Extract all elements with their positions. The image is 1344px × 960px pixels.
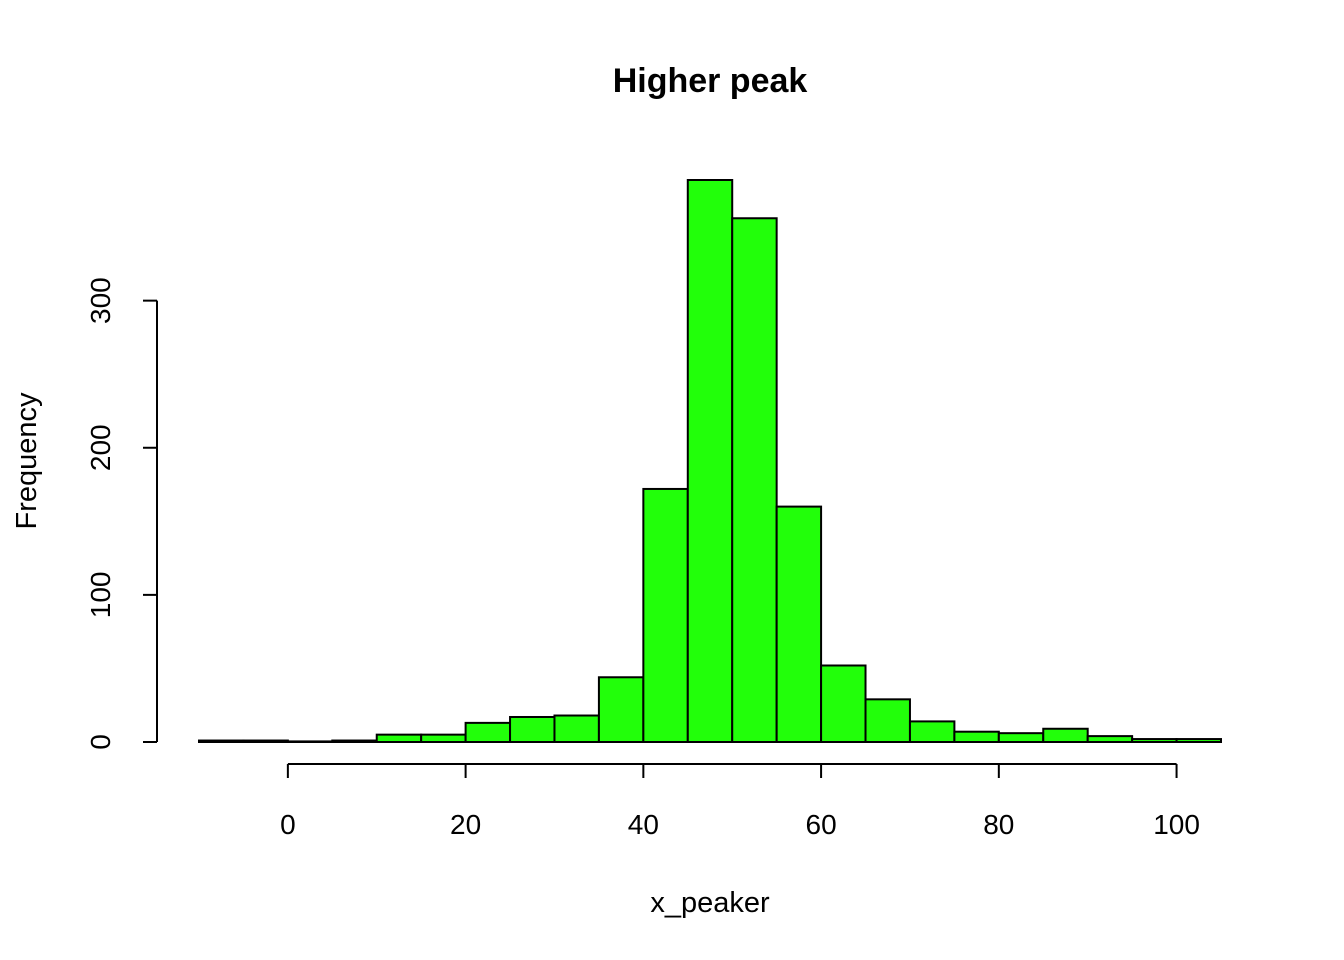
histogram-bar [1131,738,1178,744]
y-tick-label: 0 [85,734,116,750]
x-axis-label: x_peaker [650,887,770,919]
histogram-bar [908,720,956,743]
y-tick-label: 200 [85,424,116,471]
histogram-bar [597,676,645,744]
y-axis: 0 100 200 300 [85,277,158,750]
chart-title: Higher peak [613,62,808,100]
y-axis-label: Frequency [11,392,43,530]
histogram-bar [242,739,289,744]
histogram-bar [286,740,334,744]
histogram-bar [420,733,467,744]
y-tick-label: 300 [85,277,116,324]
x-tick-label: 100 [1153,809,1200,840]
histogram-bar [375,733,423,744]
x-tick-label: 60 [806,809,837,840]
x-tick-label: 0 [280,809,296,840]
histogram-bar [775,505,823,743]
histogram-bar [731,217,778,744]
histogram-bar [198,739,245,744]
histogram-bar [820,664,867,743]
y-tick-label: 100 [85,572,116,619]
histogram-bar [864,698,911,744]
x-axis: 0 20 40 60 80 100 [280,763,1200,840]
histogram-bar [1042,727,1089,743]
x-tick-label: 40 [628,809,659,840]
histogram-bar [686,179,734,743]
x-tick-label: 20 [450,809,481,840]
histogram-bar [1086,735,1134,743]
histogram-bar [509,715,556,743]
bars-group [198,179,1222,744]
histogram-bar [642,487,689,743]
histogram-bar [997,732,1045,744]
histogram-bar [553,714,600,743]
histogram-bar [464,721,512,743]
x-tick-label: 80 [983,809,1014,840]
histogram-bar [1175,738,1222,744]
histogram-bar [331,739,378,744]
histogram-bar [953,730,1000,744]
